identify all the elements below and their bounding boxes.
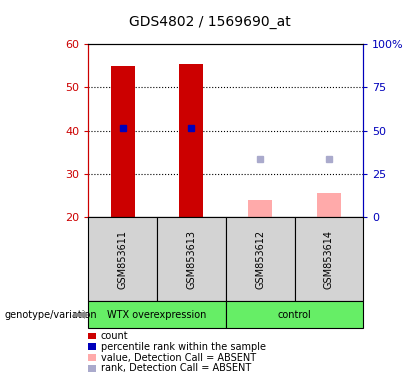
Text: GSM853612: GSM853612 xyxy=(255,230,265,289)
Bar xyxy=(110,66,135,217)
Text: GDS4802 / 1569690_at: GDS4802 / 1569690_at xyxy=(129,15,291,29)
Text: GSM853611: GSM853611 xyxy=(118,230,128,289)
Text: GSM853614: GSM853614 xyxy=(324,230,334,289)
Bar xyxy=(317,193,341,217)
Text: count: count xyxy=(101,331,129,341)
Text: WTX overexpression: WTX overexpression xyxy=(107,310,207,320)
Bar xyxy=(248,200,272,217)
Text: GSM853613: GSM853613 xyxy=(186,230,197,289)
Text: genotype/variation: genotype/variation xyxy=(4,310,97,320)
Text: control: control xyxy=(278,310,311,320)
Text: value, Detection Call = ABSENT: value, Detection Call = ABSENT xyxy=(101,353,256,362)
Text: rank, Detection Call = ABSENT: rank, Detection Call = ABSENT xyxy=(101,363,251,373)
Text: percentile rank within the sample: percentile rank within the sample xyxy=(101,342,266,352)
Bar xyxy=(179,64,203,217)
